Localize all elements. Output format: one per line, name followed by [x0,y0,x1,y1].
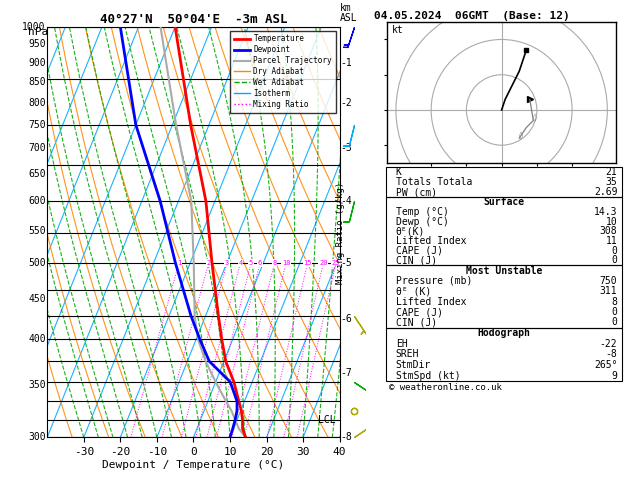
Text: hPa: hPa [28,27,48,37]
Text: 5: 5 [249,260,253,266]
Text: ◊: ◊ [520,131,523,140]
Text: -5: -5 [340,258,352,268]
Text: PW (cm): PW (cm) [396,187,437,197]
Text: 11: 11 [606,236,618,246]
Text: SREH: SREH [396,349,419,359]
Text: LCL: LCL [318,415,336,425]
Text: -8: -8 [606,349,618,359]
Text: 0: 0 [611,307,618,317]
Text: Totals Totala: Totals Totala [396,177,472,187]
Text: 2: 2 [206,260,211,266]
Text: 20: 20 [319,260,328,266]
Text: EH: EH [396,339,408,348]
Text: CAPE (J): CAPE (J) [396,246,443,256]
Text: 0: 0 [611,246,618,256]
X-axis label: Dewpoint / Temperature (°C): Dewpoint / Temperature (°C) [103,460,284,470]
Text: Lifted Index: Lifted Index [396,236,466,246]
Text: 600: 600 [28,196,46,206]
Text: ◊: ◊ [533,114,537,122]
Text: 800: 800 [28,98,46,108]
Title: 40°27'N  50°04'E  -3m ASL: 40°27'N 50°04'E -3m ASL [99,13,287,26]
Text: 6: 6 [258,260,262,266]
Text: 1: 1 [177,260,181,266]
Text: 8: 8 [272,260,277,266]
Text: -22: -22 [599,339,618,348]
Text: 0: 0 [611,317,618,328]
Text: 35: 35 [606,177,618,187]
Text: Surface: Surface [484,197,525,207]
Text: 750: 750 [28,120,46,130]
Text: Dewp (°C): Dewp (°C) [396,217,448,226]
Text: Lifted Index: Lifted Index [396,296,466,307]
Text: 900: 900 [28,58,46,68]
Text: CIN (J): CIN (J) [396,256,437,265]
Text: 9: 9 [611,371,618,381]
Text: 0: 0 [611,256,618,265]
Text: -6: -6 [340,313,352,324]
Text: θᴱ(K): θᴱ(K) [396,226,425,236]
Text: 3: 3 [225,260,229,266]
Text: 10: 10 [606,217,618,226]
Text: 04.05.2024  06GMT  (Base: 12): 04.05.2024 06GMT (Base: 12) [374,11,570,21]
Text: © weatheronline.co.uk: © weatheronline.co.uk [389,383,502,393]
Text: 850: 850 [28,77,46,87]
Text: 350: 350 [28,380,46,390]
Text: Most Unstable: Most Unstable [466,265,542,276]
Text: 950: 950 [28,39,46,49]
Text: km
ASL: km ASL [340,2,358,23]
Text: 21: 21 [606,167,618,177]
Text: -8: -8 [340,433,352,442]
Text: 4: 4 [238,260,242,266]
Text: 10: 10 [282,260,290,266]
Text: 300: 300 [28,433,46,442]
Text: -4: -4 [340,196,352,206]
Text: 15: 15 [303,260,312,266]
Text: 500: 500 [28,258,46,268]
Text: Mixing Ratio (g/kg): Mixing Ratio (g/kg) [336,182,345,284]
Text: StmDir: StmDir [396,360,431,370]
Text: 308: 308 [599,226,618,236]
Text: 311: 311 [599,286,618,296]
Text: -1: -1 [340,58,352,68]
Text: 2.69: 2.69 [594,187,618,197]
Text: CAPE (J): CAPE (J) [396,307,443,317]
Text: Hodograph: Hodograph [477,328,531,338]
Text: 265°: 265° [594,360,618,370]
Text: StmSpd (kt): StmSpd (kt) [396,371,460,381]
Text: Temp (°C): Temp (°C) [396,207,448,217]
Text: -2: -2 [340,98,352,108]
Text: 550: 550 [28,226,46,236]
Text: CIN (J): CIN (J) [396,317,437,328]
Text: 400: 400 [28,334,46,344]
Text: Pressure (mb): Pressure (mb) [396,276,472,286]
Text: 25: 25 [331,260,340,266]
Text: 8: 8 [611,296,618,307]
Text: 650: 650 [28,169,46,179]
Text: -7: -7 [340,368,352,378]
Text: kt: kt [391,25,403,35]
Text: 14.3: 14.3 [594,207,618,217]
Text: θᴱ (K): θᴱ (K) [396,286,431,296]
Text: 1000: 1000 [22,22,46,32]
Text: K: K [396,167,401,177]
Text: 700: 700 [28,143,46,154]
Legend: Temperature, Dewpoint, Parcel Trajectory, Dry Adiabat, Wet Adiabat, Isotherm, Mi: Temperature, Dewpoint, Parcel Trajectory… [230,31,336,113]
Text: 750: 750 [599,276,618,286]
Text: -3: -3 [340,143,352,154]
Text: 450: 450 [28,294,46,304]
